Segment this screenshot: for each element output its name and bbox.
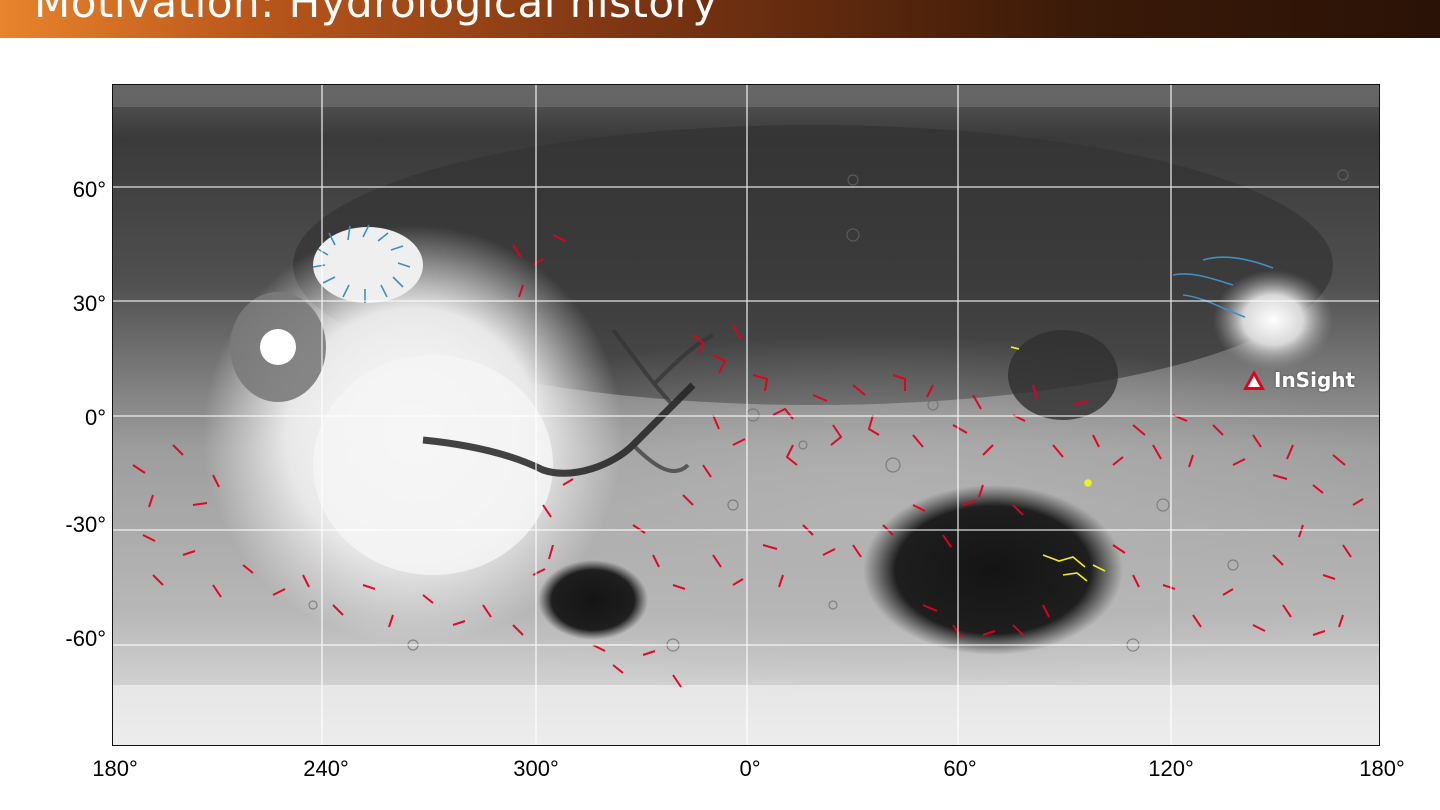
slide-title: Motivation: Hydrological history [34,0,718,27]
lon-label-180-left: 180° [92,756,138,781]
mars-map-canvas [113,85,1379,745]
lon-label-180-right: 180° [1359,756,1405,781]
blue-channels [312,224,1274,318]
isidis-basin [1008,330,1118,420]
title-bar: Motivation: Hydrological history [0,0,1440,38]
mars-map [112,84,1380,746]
lat-label-minus30: -30° [65,512,106,537]
yellow-features [1010,346,1106,582]
grid-lines [113,85,1379,745]
lon-label-240: 240° [303,756,349,781]
lon-label-120: 120° [1148,756,1194,781]
south-polar-cap [113,685,1379,745]
outflow-chaos [611,328,714,473]
insight-marker: InSight [1242,366,1355,394]
lat-label-30: 30° [72,291,106,316]
valley-networks [132,234,1364,688]
elysium-region [1213,270,1333,370]
lat-label-60: 60° [72,177,106,202]
olympus-mons [260,329,296,365]
alba-mons [313,227,423,303]
insight-label: InSight [1274,368,1356,392]
argyre-basin [538,560,648,640]
valles-marineris [422,382,696,477]
tharsis-core [313,355,553,575]
lat-label-minus60: -60° [65,626,106,651]
hellas-basin [863,485,1123,655]
lon-label-300: 300° [513,756,559,781]
lon-label-0: 0° [739,756,761,781]
lat-label-0: 0° [84,405,106,430]
lon-label-60: 60° [943,756,977,781]
north-polar-band [113,85,1379,107]
triangle-marker-icon [1243,370,1265,390]
